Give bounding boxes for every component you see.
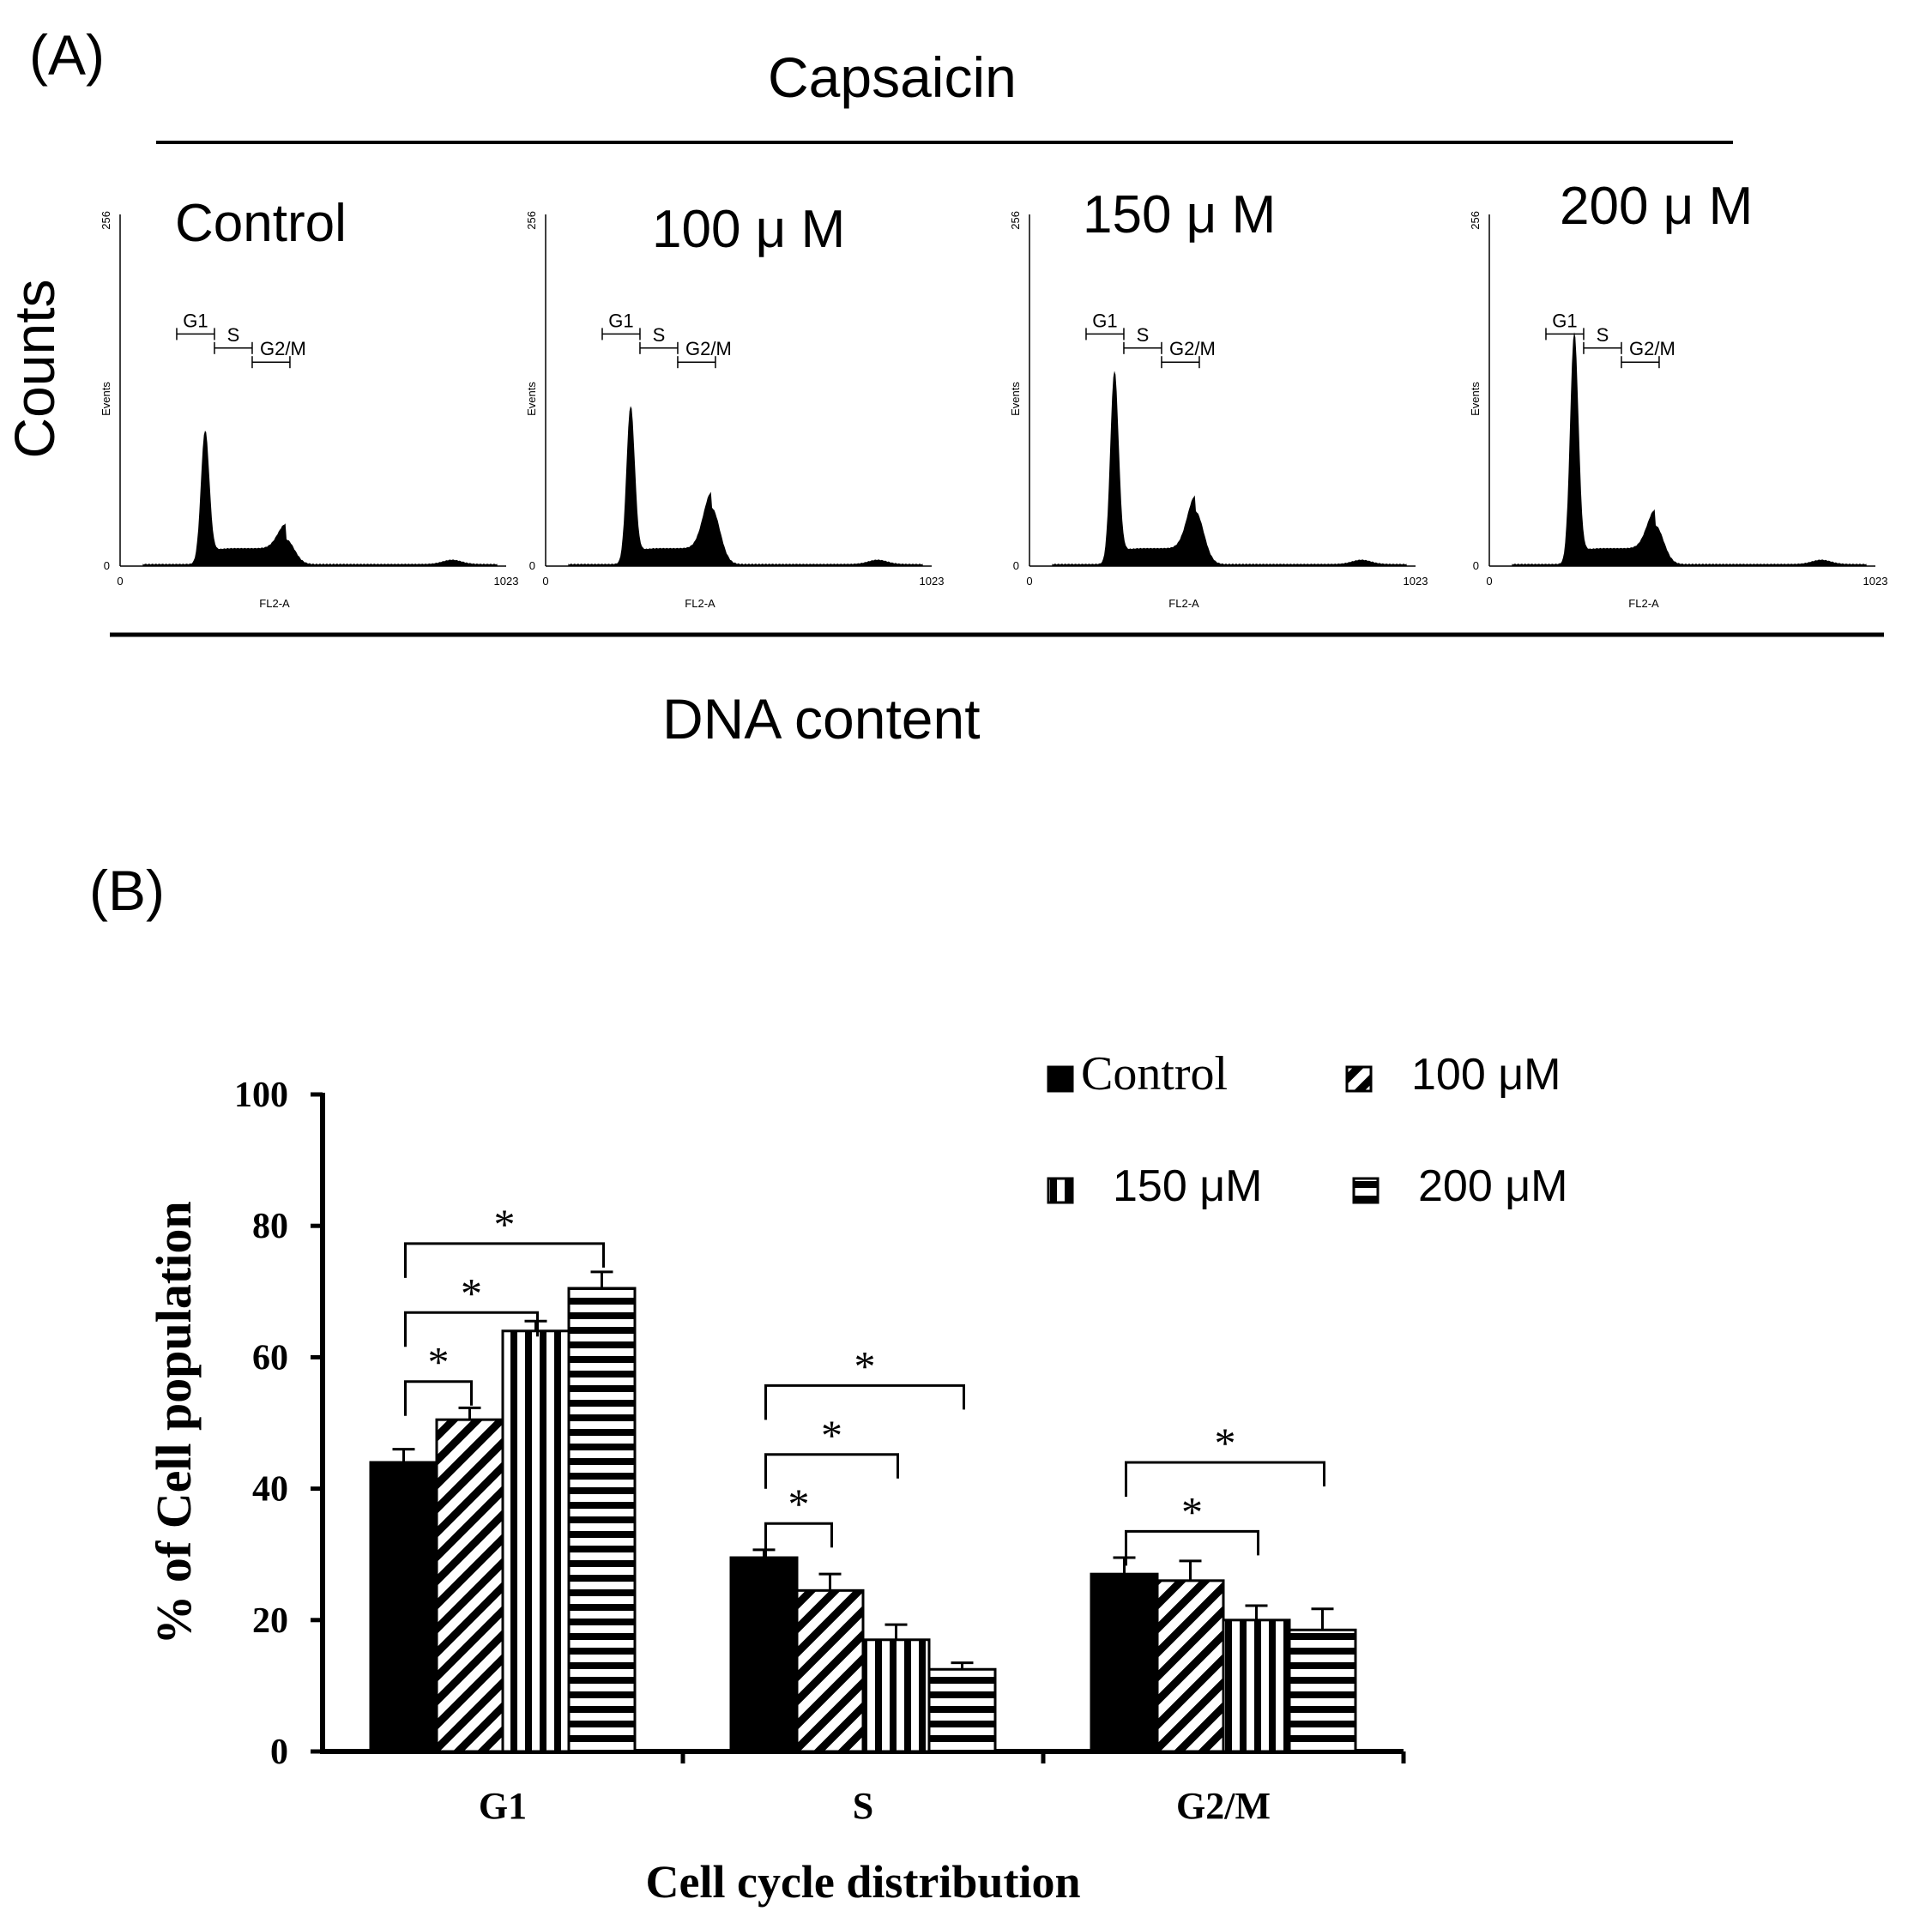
bar-g2m-3 [1288,1628,1357,1753]
gate-label-s: S [1137,324,1150,346]
gate-label-g2m: G2/M [260,338,306,359]
hist-x-axis-label: FL2-A [1168,597,1199,610]
hist-y-max-label: 256 [525,211,538,230]
gate-label-s: S [227,324,240,346]
bar-g2m-2 [1222,1619,1291,1753]
hist-x-axis-label: FL2-A [685,597,715,610]
histogram-title-100uM: 100 μ M [652,200,846,259]
hist-y-zero-label: 0 [1013,559,1019,572]
bar-s-0 [729,1556,799,1753]
hist-y-max-label: 256 [100,211,112,230]
hist-y-max-label: 256 [1009,211,1022,230]
gate-label-g1: G1 [608,310,633,331]
gate-label-g1: G1 [1552,310,1577,331]
y-axis-title: % of Cell population [146,1201,202,1644]
gate-label-g1: G1 [1092,310,1117,331]
bar-s-3 [927,1667,997,1753]
bar-g2m-1 [1156,1579,1225,1753]
bar-s-2 [861,1638,931,1753]
gate-label-g2m: G2/M [1629,338,1675,359]
legend-150uM-swatch [1047,1177,1074,1204]
legend-150uM-label: 150 μM [1113,1161,1262,1211]
significance-star: * [1215,1419,1236,1467]
hist-y-axis-label: Events [1469,382,1482,416]
hist-silhouette [1512,332,1867,566]
bar-chart: 0 20 40 60 80 100 % of Cell population G1 S G2/M C… [146,1047,1567,1908]
hist-y-axis-label: Events [1009,382,1022,416]
y-tick-label: 100 [234,1076,288,1115]
hist-silhouette [568,406,923,566]
y-tick-label: 40 [252,1470,288,1510]
x-tick-label: G1 [479,1785,527,1827]
hist-x-max-label: 1023 [920,575,945,588]
significance-star: * [494,1200,516,1248]
significance-bracket [1125,1461,1325,1497]
legend-control-label: Control [1081,1047,1228,1100]
hist-x-max-label: 1023 [1404,575,1428,588]
y-tick-label: 60 [252,1338,288,1377]
histogram-title-150uM: 150 μ M [1083,185,1277,244]
gate-label-g2m: G2/M [1169,338,1216,359]
significance-star: * [461,1269,482,1317]
bar-g2m-0 [1090,1572,1159,1753]
significance-star: * [1181,1487,1203,1535]
x-axis-title: Cell cycle distribution [646,1856,1081,1908]
y-tick-label: 20 [252,1601,288,1641]
legend-100uM-swatch [1345,1065,1373,1093]
significance-bracket [404,1311,539,1347]
hist-x-min-label: 0 [117,575,123,588]
dna-content-label: DNA content [662,687,981,751]
y-tick-label: 80 [252,1207,288,1246]
significance-bracket [764,1522,833,1558]
hist-silhouette [1052,371,1407,566]
legend-200uM-swatch [1352,1177,1380,1204]
gate-label-s: S [1597,324,1609,346]
hist-x-axis-label: FL2-A [1628,597,1659,610]
histogram-title-200uM: 200 μ M [1560,177,1754,236]
hist-y-axis-label: Events [100,382,112,416]
gate-label-s: S [653,324,666,346]
significance-star: * [788,1480,810,1528]
significance-bracket [404,1380,473,1416]
significance-bracket [764,1453,899,1489]
bar-g1-1 [435,1418,504,1753]
significance-star: * [821,1411,842,1459]
hist-y-zero-label: 0 [104,559,110,572]
x-tick-label: S [853,1785,873,1827]
bar-g1-0 [369,1461,438,1753]
legend-200uM-label: 200 μM [1418,1161,1567,1211]
gate-label-g2m: G2/M [685,338,732,359]
hist-x-min-label: 0 [1486,575,1492,588]
hist-y-zero-label: 0 [1473,559,1479,572]
histogram-title-control: Control [175,194,347,253]
gate-label-g1: G1 [183,310,208,331]
bar-s-1 [795,1588,865,1753]
bar-g1-3 [567,1287,637,1753]
hist-x-max-label: 1023 [1863,575,1888,588]
panel-a-label: (A) [29,23,105,87]
panel-b-label: (B) [89,859,165,922]
bar-g1-2 [501,1329,571,1753]
hist-x-min-label: 0 [1026,575,1032,588]
hist-x-min-label: 0 [542,575,548,588]
significance-bracket [404,1242,605,1278]
hist-y-max-label: 256 [1469,211,1482,230]
hist-y-axis-label: Events [525,382,538,416]
hist-y-zero-label: 0 [529,559,535,572]
hist-x-max-label: 1023 [494,575,519,588]
x-tick-label: G2/M [1176,1785,1271,1827]
legend-control-swatch [1047,1065,1074,1093]
significance-bracket [764,1383,965,1420]
capsaicin-title: Capsaicin [768,45,1017,109]
y-tick-label: 0 [270,1733,288,1772]
legend-100uM-label: 100 μM [1411,1050,1561,1100]
significance-bracket [1125,1529,1259,1566]
significance-star: * [854,1341,876,1390]
hist-silhouette [142,431,498,566]
significance-star: * [428,1338,450,1386]
hist-x-axis-label: FL2-A [259,597,290,610]
